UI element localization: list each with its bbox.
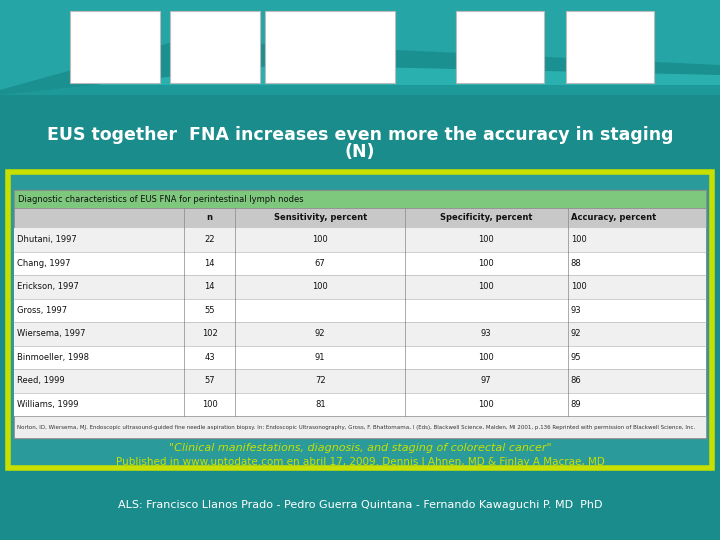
FancyBboxPatch shape xyxy=(456,11,544,83)
FancyBboxPatch shape xyxy=(14,190,706,208)
FancyBboxPatch shape xyxy=(14,275,706,299)
FancyBboxPatch shape xyxy=(0,0,720,85)
Text: Chang, 1997: Chang, 1997 xyxy=(17,259,71,268)
FancyBboxPatch shape xyxy=(14,299,706,322)
Text: 102: 102 xyxy=(202,329,217,338)
Text: 89: 89 xyxy=(571,400,581,409)
Text: n: n xyxy=(207,213,212,222)
Text: Wiersema, 1997: Wiersema, 1997 xyxy=(17,329,86,338)
Text: 72: 72 xyxy=(315,376,325,385)
FancyBboxPatch shape xyxy=(14,416,706,438)
Text: 100: 100 xyxy=(478,282,494,291)
Text: 14: 14 xyxy=(204,259,215,268)
Polygon shape xyxy=(0,0,720,95)
FancyBboxPatch shape xyxy=(14,393,706,416)
Text: Williams, 1999: Williams, 1999 xyxy=(17,400,78,409)
Text: 100: 100 xyxy=(478,353,494,362)
Text: EUS together  FNA increases even more the accuracy in staging: EUS together FNA increases even more the… xyxy=(47,126,673,144)
Polygon shape xyxy=(0,0,720,90)
FancyBboxPatch shape xyxy=(14,369,706,393)
FancyBboxPatch shape xyxy=(566,11,654,83)
Text: Published in www.uptodate.com en abril 17, 2009. Dennis J Ahnen, MD & Finlay A M: Published in www.uptodate.com en abril 1… xyxy=(116,457,604,467)
Text: 67: 67 xyxy=(315,259,325,268)
FancyBboxPatch shape xyxy=(265,11,395,83)
Text: 92: 92 xyxy=(571,329,581,338)
Text: 93: 93 xyxy=(571,306,581,315)
Text: 100: 100 xyxy=(571,235,586,244)
Text: Erickson, 1997: Erickson, 1997 xyxy=(17,282,79,291)
Text: 55: 55 xyxy=(204,306,215,315)
Text: 86: 86 xyxy=(571,376,581,385)
Text: 14: 14 xyxy=(204,282,215,291)
Text: ALS: Francisco Llanos Prado - Pedro Guerra Quintana - Fernando Kawaguchi P. MD  : ALS: Francisco Llanos Prado - Pedro Guer… xyxy=(118,500,602,510)
Text: (N): (N) xyxy=(345,143,375,161)
FancyBboxPatch shape xyxy=(14,252,706,275)
Text: Specificity, percent: Specificity, percent xyxy=(440,213,533,222)
Text: 92: 92 xyxy=(315,329,325,338)
Text: "Clinical manifestations, diagnosis, and staging of colorectal cancer": "Clinical manifestations, diagnosis, and… xyxy=(168,443,552,453)
Text: 93: 93 xyxy=(481,329,492,338)
Text: Reed, 1999: Reed, 1999 xyxy=(17,376,65,385)
Text: Gross, 1997: Gross, 1997 xyxy=(17,306,67,315)
FancyBboxPatch shape xyxy=(14,190,706,438)
Text: Dhutani, 1997: Dhutani, 1997 xyxy=(17,235,77,244)
Text: Sensitivity, percent: Sensitivity, percent xyxy=(274,213,366,222)
Text: 100: 100 xyxy=(202,400,217,409)
FancyBboxPatch shape xyxy=(8,172,712,468)
Text: 57: 57 xyxy=(204,376,215,385)
Text: 88: 88 xyxy=(571,259,581,268)
FancyBboxPatch shape xyxy=(14,228,706,252)
Text: Diagnostic characteristics of EUS FNA for perintestinal lymph nodes: Diagnostic characteristics of EUS FNA fo… xyxy=(18,194,304,204)
Text: Norton, ID, Wiersema, MJ. Endoscopic ultrasound-guided fine needle aspiration bi: Norton, ID, Wiersema, MJ. Endoscopic ult… xyxy=(17,424,696,429)
Text: 100: 100 xyxy=(478,259,494,268)
Text: Binmoeller, 1998: Binmoeller, 1998 xyxy=(17,353,89,362)
Text: 81: 81 xyxy=(315,400,325,409)
FancyBboxPatch shape xyxy=(0,0,720,95)
Text: 100: 100 xyxy=(312,235,328,244)
Text: Accuracy, percent: Accuracy, percent xyxy=(571,213,656,222)
FancyBboxPatch shape xyxy=(14,208,706,228)
FancyBboxPatch shape xyxy=(14,346,706,369)
Text: 95: 95 xyxy=(571,353,581,362)
Text: 100: 100 xyxy=(478,235,494,244)
Text: 100: 100 xyxy=(478,400,494,409)
Text: 100: 100 xyxy=(312,282,328,291)
Text: 22: 22 xyxy=(204,235,215,244)
FancyBboxPatch shape xyxy=(170,11,260,83)
FancyBboxPatch shape xyxy=(70,11,160,83)
Text: 100: 100 xyxy=(571,282,586,291)
FancyBboxPatch shape xyxy=(14,322,706,346)
Text: 97: 97 xyxy=(481,376,492,385)
Text: 43: 43 xyxy=(204,353,215,362)
Text: 91: 91 xyxy=(315,353,325,362)
